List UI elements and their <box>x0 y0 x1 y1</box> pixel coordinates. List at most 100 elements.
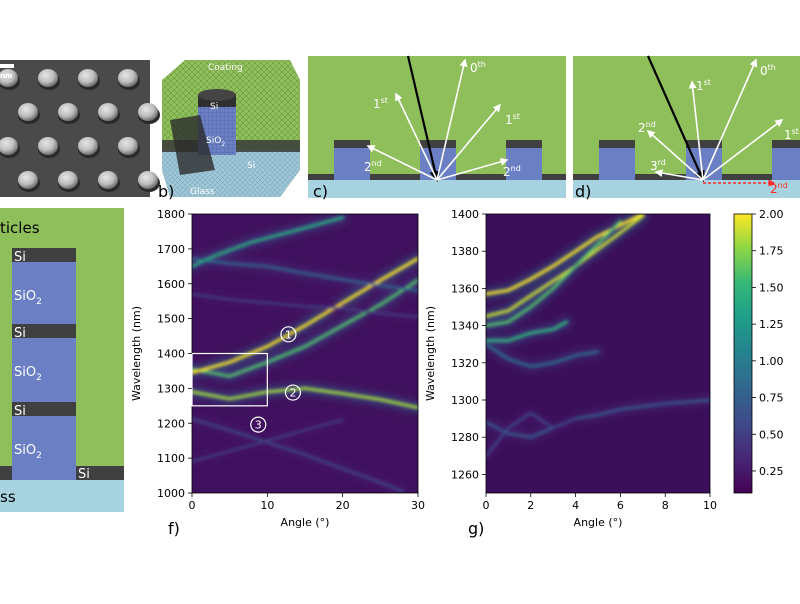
band-line <box>192 386 418 410</box>
y-tick-label: 1700 <box>157 243 185 256</box>
order-label: 3rd <box>650 158 666 173</box>
y-tick-label: 1600 <box>157 278 185 291</box>
x-tick-label: 10 <box>703 499 717 512</box>
colorbar-tick-label: 2.00 <box>759 208 784 221</box>
panel-b-mesh-illustration: Coating Si SiO2 Si Glass b) <box>158 60 300 201</box>
mode-marker <box>284 384 302 401</box>
mode-marker-label: 3 <box>255 419 262 432</box>
y-tick-label: 1800 <box>157 208 185 221</box>
y-tick-label: 1300 <box>451 394 479 407</box>
nanopillar <box>0 69 18 87</box>
x-tick-label: 8 <box>662 499 669 512</box>
order-minus1-ray <box>395 92 438 181</box>
nanopillar <box>98 171 118 189</box>
x-tick-label: 10 <box>260 499 274 512</box>
label-si-bottom: Si <box>247 161 255 171</box>
chart-f: 1 2 3 0 10 20 30 1000 1100 1200 1300 1400 1500 1600 1… <box>130 208 425 538</box>
nanopillar <box>58 171 78 189</box>
incident-beam <box>646 55 705 183</box>
x-tick-label: 0 <box>483 499 490 512</box>
layer-label: SiO2 <box>14 365 42 383</box>
nanopillar <box>38 69 58 87</box>
nanopillar <box>18 103 38 121</box>
mode-marker-label: 1 <box>285 328 292 341</box>
order-label: 0th <box>760 63 776 78</box>
panel-letter-d: d) <box>575 182 591 201</box>
layer-label: Si <box>14 326 26 341</box>
colorbar: 0.25 0.50 0.75 1.00 1.25 1.50 1.75 2.00 <box>733 208 784 494</box>
order-plus2-ray <box>436 157 509 181</box>
order-label: 1st <box>696 78 711 93</box>
x-axis-label-f: Angle (°) <box>281 516 330 529</box>
x-tick-label: 2 <box>527 499 534 512</box>
colorbar-gradient <box>733 213 753 494</box>
order-label: 2nd <box>638 120 656 135</box>
order-minus3-ray <box>654 169 704 181</box>
mode-marker-label: 2 <box>289 387 296 400</box>
panel-d-diffraction-schematic: 0th 1st 1st 2nd 3rd 2nd d) <box>573 55 800 201</box>
colorbar-tick-label: 1.00 <box>759 355 784 368</box>
colorbar-tick-label: 1.50 <box>759 281 784 294</box>
nanopillar <box>118 137 138 155</box>
incident-beam <box>406 55 441 183</box>
x-tick-label: 0 <box>189 499 196 512</box>
y-tick-label: 1200 <box>157 417 185 430</box>
panel-letter-b: b) <box>158 182 174 201</box>
band-line <box>192 418 404 493</box>
y-tick-label: 1360 <box>451 282 479 295</box>
plot-frame-g <box>485 213 711 494</box>
panel-a-sem-image: nm <box>0 60 160 197</box>
x-tick-label: 4 <box>572 499 579 512</box>
band-line <box>486 320 569 342</box>
zoom-inset-box <box>191 352 268 407</box>
colorbar-tick-label: 0.25 <box>759 465 784 478</box>
y-axis-label-f: Wavelength (nm) <box>130 306 143 401</box>
order-label: 1st <box>373 96 388 111</box>
band-line <box>192 257 418 292</box>
order-label: 2nd <box>503 164 521 179</box>
y-tick-label: 1500 <box>157 313 185 326</box>
colorbar-tick-label: 1.25 <box>759 318 784 331</box>
order-label-evanescent: 2nd <box>770 181 788 196</box>
colorbar-tick-label: 0.75 <box>759 392 784 405</box>
y-tick-label: 1300 <box>157 382 185 395</box>
band-line <box>192 418 344 463</box>
heatmap-g <box>486 214 710 493</box>
nanopillar <box>98 103 118 121</box>
layer-label: Si <box>78 467 90 482</box>
band-line <box>192 257 418 375</box>
nanopillar <box>58 103 78 121</box>
y-tick-label: 1000 <box>157 487 185 500</box>
x-tick-label: 6 <box>617 499 624 512</box>
scale-bar <box>0 64 14 68</box>
band-line <box>192 278 418 378</box>
y-tick-label: 1400 <box>451 208 479 221</box>
order-plus1-ray <box>436 103 502 181</box>
nanopillar <box>78 69 98 87</box>
order-0-ray <box>436 58 468 181</box>
layer-label: Si <box>14 404 26 419</box>
panel-e-layer-stack: ticles Si SiO2 Si SiO2 Si SiO2 Si ss <box>0 208 124 512</box>
scale-bar-label: nm <box>0 72 12 80</box>
label-sio2: SiO2 <box>206 136 225 148</box>
order-minus1-ray <box>688 80 704 181</box>
label-si-top: Si <box>210 102 218 112</box>
y-tick-label: 1100 <box>157 452 185 465</box>
order-minus2-ray <box>366 145 438 181</box>
panel-letter-g: g) <box>468 519 484 538</box>
band-line <box>486 214 645 318</box>
panel-e-title: ticles <box>0 219 40 237</box>
layer-label: Si <box>14 250 26 265</box>
order-label: 1st <box>784 127 799 142</box>
y-tick-label: 1280 <box>451 431 479 444</box>
mode-marker <box>250 416 267 433</box>
band-line <box>192 216 345 268</box>
y-tick-label: 1340 <box>451 320 479 333</box>
nanopillar <box>18 171 38 189</box>
band-line <box>192 293 418 318</box>
y-tick-label: 1380 <box>451 245 479 258</box>
panel-letter-f: f) <box>168 519 180 538</box>
band-line <box>486 411 577 457</box>
x-axis-label-g: Angle (°) <box>574 516 623 529</box>
